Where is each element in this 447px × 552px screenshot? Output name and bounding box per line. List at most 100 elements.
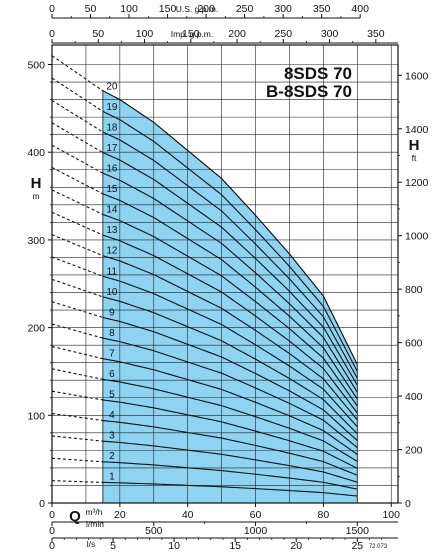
stage-label-17: 17	[106, 143, 118, 154]
curve-dashed-10	[51, 278, 104, 298]
y-left-tick-label: 500	[27, 60, 45, 72]
curve-dashed-5	[51, 390, 103, 401]
y-left-tick-label: 200	[27, 323, 45, 335]
curve-dashed-4	[51, 413, 103, 422]
usgpm-tick-label: 350	[313, 3, 331, 15]
impgpm-tick-label: 350	[367, 28, 385, 40]
curve-16	[102, 172, 358, 393]
plot-frame	[51, 44, 399, 504]
reference-code: 72.073	[369, 544, 388, 550]
m3h-tick-label: 40	[182, 509, 194, 521]
curve-7	[102, 358, 358, 455]
curve-5	[102, 399, 358, 469]
lmin-unit: l/min	[86, 519, 104, 529]
y-left-tick-label: 100	[27, 410, 45, 422]
curve-dashed-16	[51, 144, 104, 174]
curve-11	[102, 275, 358, 428]
m3h-unit: m³/h	[86, 507, 103, 517]
usgpm-tick-label: 150	[159, 3, 177, 15]
ls-tick-label: 5	[110, 540, 116, 552]
curve-14	[102, 213, 358, 407]
curve-9	[102, 316, 358, 442]
impgpm-tick-label: 250	[275, 28, 293, 40]
curve-20	[102, 90, 358, 365]
ls-tick-label: 15	[229, 540, 241, 552]
q-symbol: Q	[69, 508, 81, 525]
text-layer: 1234567891011121314151617181920010020030…	[27, 3, 428, 552]
stage-label-15: 15	[106, 184, 118, 195]
stage-label-7: 7	[109, 348, 115, 359]
lmin-tick-label: 1500	[346, 525, 370, 537]
stage-label-14: 14	[106, 205, 118, 216]
curve-dashed-12	[51, 234, 104, 257]
curve-13	[102, 234, 358, 414]
y-left-unit: m	[32, 191, 39, 201]
curve-dashed-11	[51, 256, 104, 277]
stage-label-16: 16	[106, 164, 118, 175]
curve-4	[102, 420, 358, 476]
ls-tick-label: 20	[290, 540, 302, 552]
y-left-tick-label: 300	[27, 235, 45, 247]
usgpm-tick-label: 200	[197, 3, 215, 15]
lmin-tick-label: 1000	[244, 525, 268, 537]
stage-label-2: 2	[109, 451, 115, 462]
impgpm-tick-label: 300	[321, 28, 339, 40]
usgpm-tick-label: 50	[85, 3, 97, 15]
curve-dashed-20	[51, 55, 104, 92]
lmin-tick-label: 500	[145, 525, 163, 537]
ls-tick-label: 25	[351, 540, 363, 552]
curve-dashed-13	[51, 211, 104, 236]
stage-label-3: 3	[109, 430, 115, 441]
y-left-symbol: H	[31, 175, 42, 192]
curve-dashed-6	[51, 368, 103, 380]
impgpm-tick-label: 0	[49, 28, 55, 40]
m3h-zero-label: 0	[49, 509, 55, 521]
y-right-tick-label: 1400	[405, 124, 429, 136]
impgpm-tick-label: 100	[136, 28, 154, 40]
curve-dashed-15	[51, 167, 104, 195]
y-right-symbol: H	[409, 137, 420, 154]
usgpm-tick-label: 250	[236, 3, 254, 15]
stage-label-8: 8	[109, 328, 115, 339]
curve-dashed-14	[51, 189, 104, 215]
y-right-unit: ft	[412, 153, 417, 163]
usgpm-tick-label: 0	[49, 3, 55, 15]
usgpm-tick-label: 100	[120, 3, 138, 15]
y-right-tick-label: 1200	[405, 177, 429, 189]
stage-label-6: 6	[109, 369, 115, 380]
model-title-2: B-8SDS 70	[266, 82, 352, 101]
usgpm-label: U.S. g.p.m.	[176, 4, 219, 14]
ls-unit: l/s	[87, 539, 96, 549]
curve-dashed-7	[51, 345, 104, 360]
usgpm-tick-label: 300	[274, 3, 292, 15]
usgpm-tick-label: 400	[351, 3, 369, 15]
curve-dashed-18	[51, 99, 104, 133]
curve-17	[102, 152, 358, 386]
curve-dashed-8	[51, 323, 104, 339]
ls-tick-label: 0	[49, 540, 55, 552]
curve-dashed-9	[51, 301, 104, 319]
impgpm-tick-label: 200	[228, 28, 246, 40]
y-right-tick-label: 1000	[405, 231, 429, 243]
y-left-tick-label: 400	[27, 147, 45, 159]
y-right-tick-label: 200	[405, 445, 423, 457]
curve-dashed-17	[51, 122, 104, 154]
m3h-tick-label: 80	[318, 509, 330, 521]
curve-2	[102, 461, 358, 490]
stage-label-1: 1	[109, 471, 115, 482]
curve-3	[102, 440, 358, 483]
m3h-tick-label: 20	[114, 509, 126, 521]
impgpm-label: Imp. g.p.m.	[171, 29, 214, 39]
y-left-tick-label: 0	[39, 498, 45, 510]
stage-label-11: 11	[107, 266, 118, 277]
curve-dashed-2	[51, 457, 103, 463]
ls-tick-label: 10	[168, 540, 180, 552]
lmin-tick-label: 0	[49, 525, 55, 537]
curve-12	[102, 255, 358, 421]
y-right-tick-label: 600	[405, 338, 423, 350]
stage-label-13: 13	[106, 225, 118, 236]
curve-19	[102, 110, 358, 372]
curve-dashed-1	[51, 480, 103, 483]
y-right-tick-label: 400	[405, 391, 423, 403]
